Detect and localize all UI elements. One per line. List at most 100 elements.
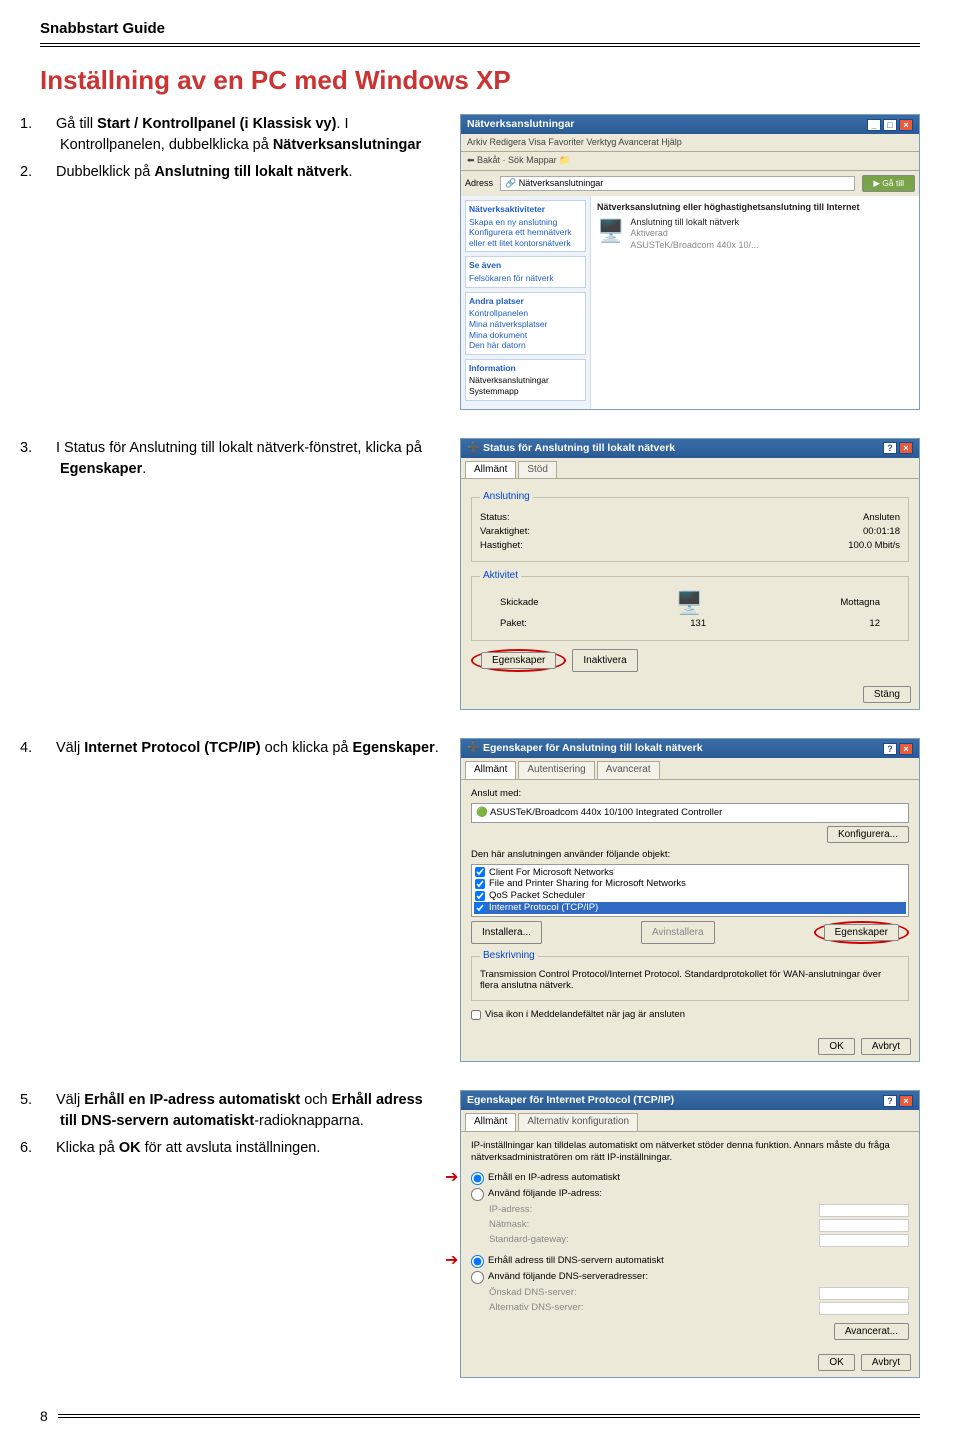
ip-label: IP-adress: [489,1204,532,1217]
install-button[interactable]: Installera... [471,921,542,944]
configure-button[interactable]: Konfigurera... [827,826,909,843]
tab-advanced[interactable]: Avancerat [597,761,660,779]
status-value: Ansluten [863,512,900,524]
properties-button[interactable]: Egenskaper [481,652,556,669]
circled-highlight: Egenskaper [471,649,566,672]
properties-button[interactable]: Egenskaper [824,924,899,941]
go-button[interactable]: ▶ Gå till [862,175,915,192]
mask-label: Nätmask: [489,1219,529,1232]
intro-text: IP-inställningar kan tilldelas automatis… [471,1140,909,1164]
sidebar-item-new-connection[interactable]: Skapa en ny anslutning [469,217,582,228]
window-title: Status för Anslutning till lokalt nätver… [483,442,675,454]
maximize-icon[interactable]: □ [883,119,897,131]
radio-ip-auto[interactable] [471,1172,484,1185]
disable-button[interactable]: Inaktivera [572,649,637,672]
cb-fileprint[interactable] [475,879,485,889]
activity-icon: 🖥️ [676,589,703,617]
screenshot-lan-status: ➕ Status för Anslutning till lokalt nätv… [460,438,920,711]
help-icon[interactable]: ? [883,442,897,454]
description-heading: Beskrivning [480,950,538,963]
screenshot-lan-properties: ➕ Egenskaper för Anslutning till lokalt … [460,738,920,1062]
tab-general[interactable]: Allmänt [465,1113,516,1131]
category-heading: Nätverksanslutning eller höghastighetsan… [597,202,913,213]
page-footer: 8 [40,1408,920,1424]
menubar[interactable]: Arkiv Redigera Visa Favoriter Verktyg Av… [461,134,919,152]
window-title: Nätverksanslutningar [467,118,574,131]
lan-connection-item[interactable]: 🖥️ Anslutning till lokalt nätverk Aktive… [597,217,913,251]
address-input[interactable]: 🔗 Nätverksanslutningar [500,176,855,191]
cb-client[interactable] [475,867,485,877]
help-icon[interactable]: ? [883,1095,897,1107]
uses-label: Den här anslutningen använder följande o… [471,849,909,861]
screenshot-tcpip-properties: Egenskaper för Internet Protocol (TCP/IP… [460,1090,920,1377]
group-activity: Aktivitet [480,570,521,583]
tab-altconfig[interactable]: Alternativ konfiguration [518,1113,638,1131]
protocol-list[interactable]: Client For Microsoft Networks File and P… [471,864,909,918]
tab-general[interactable]: Allmänt [465,761,516,779]
sidebar-item-control-panel[interactable]: Kontrollpanelen [469,308,582,319]
status-label: Status: [480,512,510,524]
guide-header: Snabbstart Guide [40,20,920,47]
speed-value: 100.0 Mbit/s [848,540,900,552]
page-number: 8 [40,1408,48,1424]
tab-auth[interactable]: Autentisering [518,761,594,779]
cb-tcpip[interactable] [475,903,485,913]
ok-button[interactable]: OK [818,1354,854,1371]
sidebar-item-troubleshoot[interactable]: Felsökaren för nätverk [469,273,582,284]
recv-label: Mottagna [840,597,880,609]
sidebar-item-this-pc[interactable]: Den här datorn [469,340,582,351]
step-4-text: 4.Välj Internet Protocol (TCP/IP) och kl… [40,738,440,765]
gw-input [819,1234,909,1247]
close-icon[interactable]: × [899,743,913,755]
dns1-input [819,1287,909,1300]
dns1-label: Önskad DNS-server: [489,1287,577,1300]
packet-sent: 131 [690,618,706,630]
help-icon[interactable]: ? [883,743,897,755]
nic-name: 🟢 ASUSTeK/Broadcom 440x 10/100 Integrate… [476,807,722,818]
cancel-button[interactable]: Avbryt [861,1354,911,1371]
window-title: Egenskaper för Anslutning till lokalt nä… [483,742,703,754]
speed-label: Hastighet: [480,540,523,552]
window-titlebar: Nätverksanslutningar _□× [461,115,919,134]
step-1-2-text: 1.Gå till Start / Kontrollpanel (i Klass… [40,114,440,189]
mask-input [819,1219,909,1232]
tab-general[interactable]: Allmänt [465,461,516,479]
connect-with-label: Anslut med: [471,788,909,800]
dns2-input [819,1302,909,1315]
sent-label: Skickade [500,597,539,609]
page-title: Inställning av en PC med Windows XP [40,65,920,96]
uninstall-button[interactable]: Avinstallera [641,921,715,944]
sidebar-item-my-docs[interactable]: Mina dokument [469,330,582,341]
window-title: Egenskaper för Internet Protocol (TCP/IP… [467,1094,674,1107]
packet-label: Paket: [500,618,527,630]
group-connection: Anslutning [480,491,533,504]
close-button[interactable]: Stäng [863,686,911,703]
tab-support[interactable]: Stöd [518,461,557,479]
close-icon[interactable]: × [899,119,913,131]
advanced-button[interactable]: Avancerat... [834,1323,909,1340]
dns2-label: Alternativ DNS-server: [489,1302,584,1315]
cancel-button[interactable]: Avbryt [861,1038,911,1055]
ok-button[interactable]: OK [818,1038,854,1055]
radio-ip-manual[interactable] [471,1188,484,1201]
ip-input [819,1204,909,1217]
packet-recv: 12 [869,618,880,630]
circled-highlight: Egenskaper [814,921,909,944]
close-icon[interactable]: × [899,442,913,454]
sidebar-item-network-places[interactable]: Mina nätverksplatser [469,319,582,330]
cb-qos[interactable] [475,891,485,901]
close-icon[interactable]: × [899,1095,913,1107]
duration-value: 00:01:18 [863,526,900,538]
show-tray-checkbox[interactable] [471,1010,481,1020]
step-5-6-text: 5.Välj Erhåll en IP-adress automatiskt o… [40,1090,440,1165]
radio-dns-manual[interactable] [471,1271,484,1284]
radio-dns-auto[interactable] [471,1255,484,1268]
duration-label: Varaktighet: [480,526,530,538]
gw-label: Standard-gateway: [489,1234,569,1247]
toolbar[interactable]: ⬅ Bakåt · Sök Mappar 📁 [461,152,919,170]
minimize-icon[interactable]: _ [867,119,881,131]
task-sidebar: Nätverksaktiviteter Skapa en ny anslutni… [461,196,591,409]
sidebar-item-home-net[interactable]: Konfigurera ett hemnätverk eller ett lit… [469,227,582,248]
description-text: Transmission Control Protocol/Internet P… [480,969,900,993]
step-3-text: 3.I Status för Anslutning till lokalt nä… [40,438,440,486]
